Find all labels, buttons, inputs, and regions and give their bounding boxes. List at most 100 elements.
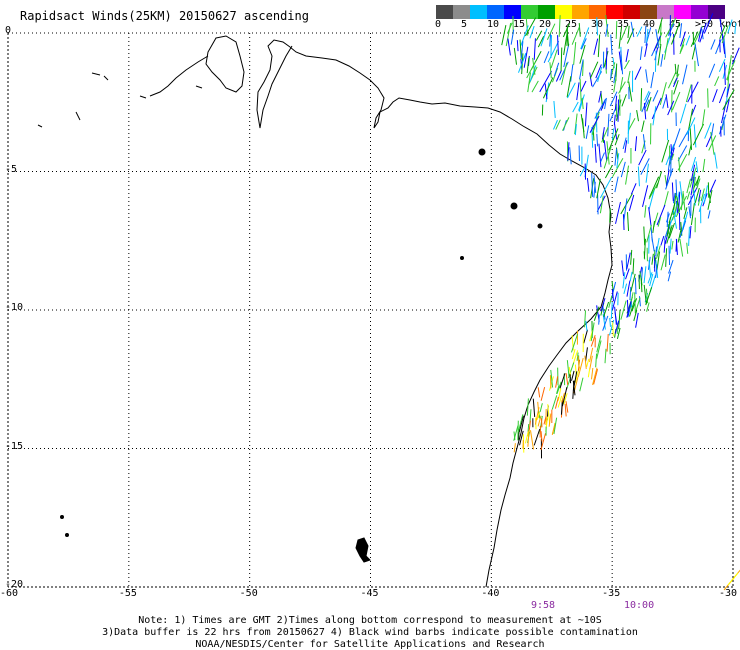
longitude-tick: -35 (602, 588, 621, 599)
wind-barb (690, 156, 697, 172)
wind-barb (679, 103, 687, 124)
wind-barb (589, 72, 593, 87)
wind-barb (592, 125, 595, 141)
wind-barb (533, 38, 536, 60)
wind-barb (612, 158, 624, 177)
wind-barb (645, 27, 652, 46)
wind-barb (679, 38, 686, 53)
wind-barb (686, 117, 696, 135)
wind-barb (557, 395, 563, 408)
wind-barb (689, 167, 697, 188)
wind-barb (610, 69, 613, 80)
island (478, 148, 486, 156)
wind-barb (536, 411, 541, 420)
legend-swatch (691, 5, 708, 19)
wind-barb (672, 210, 677, 229)
wind-barb (603, 50, 609, 68)
wind-barb (602, 305, 606, 320)
wind-barb (656, 237, 660, 253)
time-label-2: 10:00 (624, 600, 655, 611)
wind-barb (608, 295, 613, 308)
wind-barb (670, 144, 673, 160)
wind-barb (665, 168, 674, 190)
wind-barb (707, 210, 711, 219)
wind-barb (566, 76, 572, 98)
wind-barb (639, 46, 643, 61)
wind-barb (606, 141, 610, 165)
wind-barb (721, 36, 726, 54)
amapa-coast (149, 55, 209, 97)
wind-barb (644, 205, 647, 218)
wind-barb (634, 292, 636, 313)
wind-barb (598, 143, 602, 168)
wind-barb (686, 242, 689, 254)
wind-barb (651, 236, 655, 252)
wind-barb (526, 398, 529, 416)
wind-barb (632, 258, 635, 275)
wind-barb (626, 212, 630, 232)
wind-barb (600, 297, 606, 312)
wind-barb (554, 396, 559, 409)
wind-barb (529, 65, 537, 82)
wind-barb (589, 61, 599, 79)
wind-barb (685, 35, 691, 46)
wind-barb (611, 128, 615, 141)
wind-barb (572, 101, 579, 113)
wind-barb (607, 113, 610, 137)
wind-barb (679, 220, 687, 238)
wind-barb (591, 111, 600, 135)
wind-barb (614, 176, 619, 193)
latitude-tick: -10 (5, 302, 24, 313)
legend-label: 15 (513, 19, 526, 30)
wind-barb (550, 35, 552, 58)
longitude-tick: -55 (118, 588, 137, 599)
wind-barb (679, 238, 684, 257)
coast-fragment (91, 72, 101, 76)
wind-barb (660, 53, 664, 67)
wind-barb (722, 89, 735, 111)
wind-barb (523, 46, 529, 68)
wind-barb (668, 217, 674, 228)
wind-barb (650, 71, 655, 89)
wind-barb (577, 355, 580, 369)
wind-barb (626, 299, 629, 316)
wind-barb (652, 106, 657, 126)
wind-barb (579, 165, 586, 177)
wind-barb (630, 21, 635, 38)
wind-barb (707, 88, 709, 108)
wind-barb (682, 64, 688, 85)
wind-barb (589, 355, 593, 370)
lat-lon-grid (7, 32, 734, 588)
legend-swatch (623, 5, 640, 19)
coast-fragment (195, 85, 203, 89)
wind-barb (593, 38, 599, 55)
wind-barb (571, 333, 579, 353)
wind-barb (682, 193, 686, 211)
wind-barb (597, 66, 603, 82)
wind-barb (562, 117, 570, 131)
wind-barb (630, 249, 633, 265)
wind-barb (636, 26, 643, 37)
wind-barb (698, 193, 706, 213)
wind-barb (686, 178, 692, 194)
legend-color-bar (436, 5, 725, 19)
wind-barb (634, 136, 638, 152)
wind-barb (537, 387, 541, 398)
wind-barb (590, 322, 595, 342)
wind-barb (614, 95, 618, 111)
wind-barb (661, 139, 670, 163)
wind-barb (665, 169, 670, 187)
wind-barb (686, 191, 691, 200)
wind-barb (570, 64, 574, 82)
wind-barb (603, 301, 610, 317)
wind-barb (676, 64, 679, 77)
wind-barb (641, 91, 651, 113)
wind-barb (703, 185, 708, 204)
wind-barb (703, 13, 714, 34)
wind-barb (697, 196, 701, 206)
wind-barb (727, 19, 733, 34)
wind-barb (555, 119, 561, 130)
wind-barb (724, 62, 726, 85)
wind-barb (604, 97, 607, 110)
legend-label: 35 (617, 19, 630, 30)
